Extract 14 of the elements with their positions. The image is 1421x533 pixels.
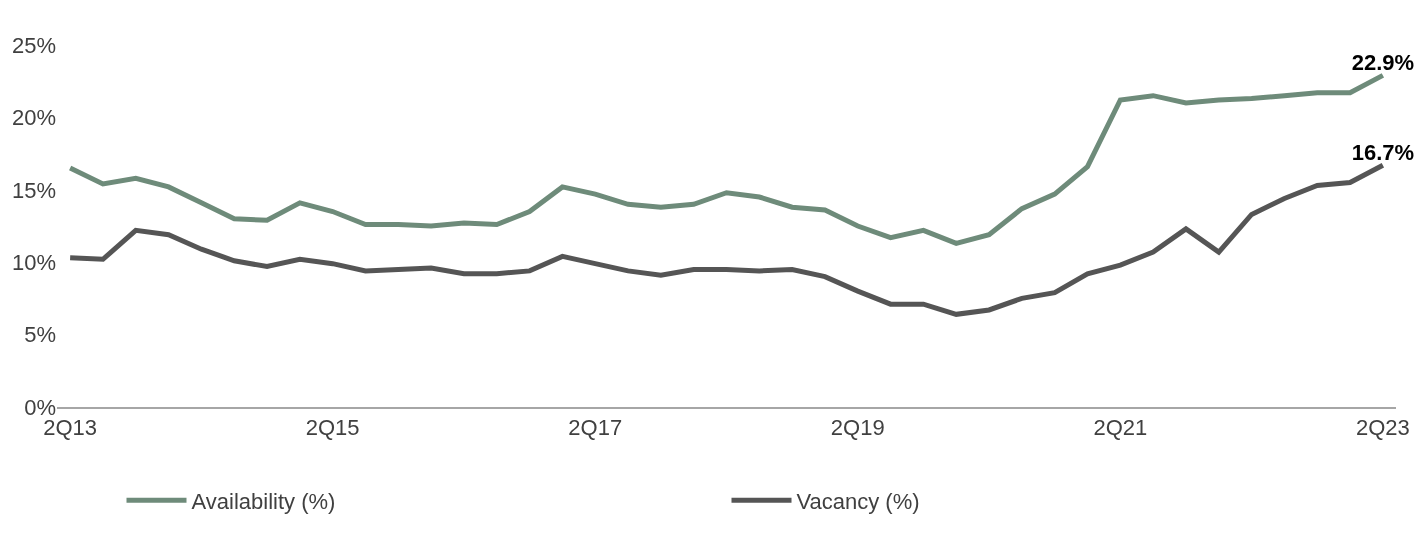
- y-tick-label: 5%: [24, 322, 56, 348]
- y-tick-label: 25%: [11, 32, 56, 58]
- legend-label: Vacancy (%): [796, 488, 920, 514]
- data-label: 22.9%: [1351, 49, 1415, 75]
- x-tick-label: 2Q21: [1093, 415, 1148, 441]
- y-tick-label: 20%: [11, 105, 56, 131]
- y-tick-label: 15%: [11, 177, 56, 203]
- x-tick-label: 2Q23: [1355, 415, 1410, 441]
- x-tick-label: 2Q15: [305, 415, 360, 441]
- data-label: 16.7%: [1351, 139, 1415, 165]
- y-tick-label: 10%: [11, 249, 56, 275]
- legend-label: Availability (%): [191, 488, 336, 514]
- x-tick-label: 2Q17: [568, 415, 623, 441]
- x-tick-label: 2Q19: [830, 415, 885, 441]
